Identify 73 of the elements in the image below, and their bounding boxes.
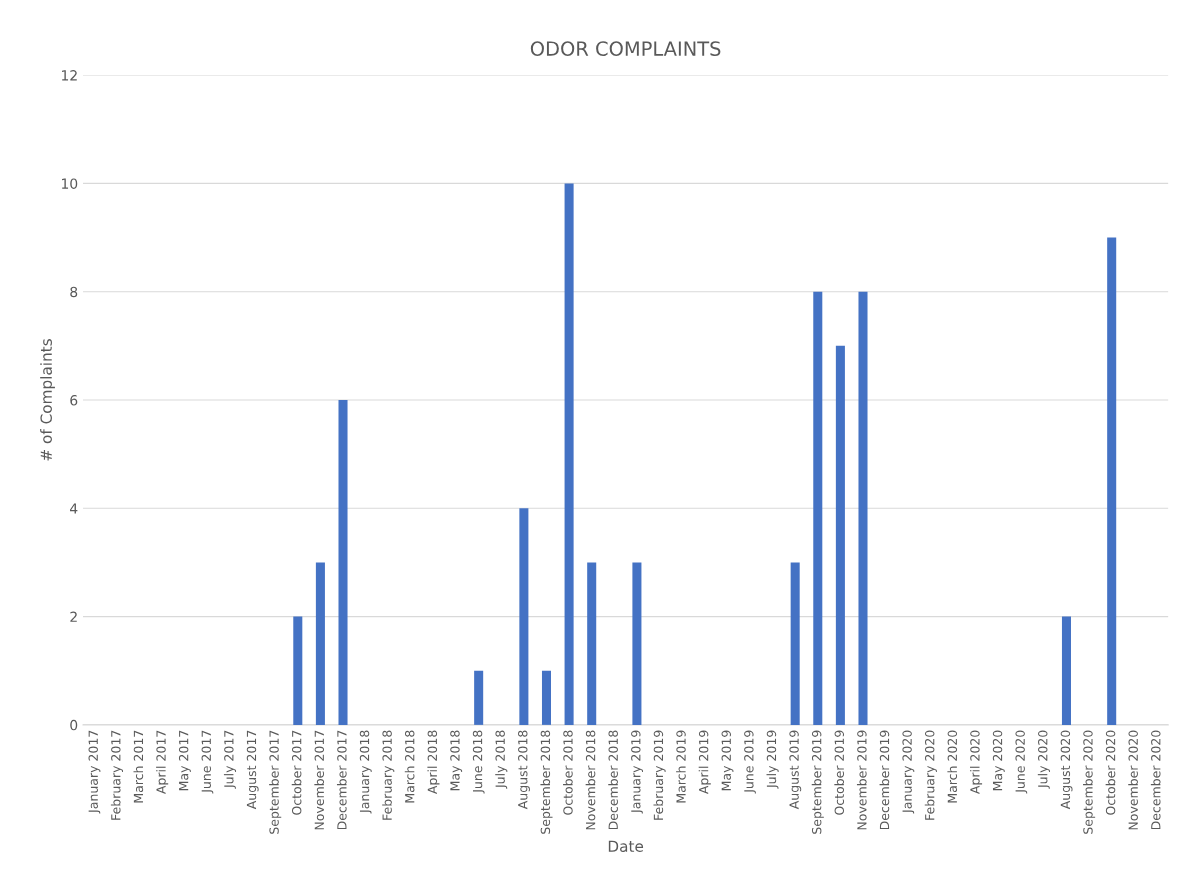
- y-tick-label: 2: [70, 611, 77, 622]
- bar: [519, 508, 529, 725]
- x-tick-label: May 2019: [721, 730, 734, 791]
- x-tick-label: February 2017: [110, 730, 123, 820]
- bar: [813, 291, 823, 725]
- x-tick-label: June 2017: [201, 730, 214, 794]
- y-tick-label: 10: [62, 178, 78, 189]
- x-tick-label: June 2018: [472, 730, 485, 794]
- x-tick-label: December 2017: [336, 730, 347, 830]
- x-tick-label: October 2019: [834, 730, 845, 815]
- x-tick-label: December 2018: [608, 730, 618, 830]
- y-tick-label: 6: [70, 394, 78, 406]
- bar: [1061, 616, 1071, 725]
- bar: [1107, 237, 1117, 725]
- x-tick-label: July 2017: [223, 730, 237, 789]
- x-tick-label: January 2017: [88, 730, 101, 814]
- x-tick-label: February 2020: [924, 730, 937, 820]
- x-tick-label: January 2018: [359, 730, 372, 814]
- bar: [474, 670, 484, 725]
- x-tick-label: January 2019: [631, 730, 643, 814]
- x-tick-label: April 2019: [698, 730, 711, 794]
- x-tick-label: September 2018: [540, 730, 553, 834]
- bar: [541, 670, 552, 725]
- bar: [835, 345, 845, 725]
- bar: [858, 291, 868, 725]
- x-tick-label: April 2017: [156, 730, 169, 794]
- bar: [790, 562, 800, 725]
- bar: [564, 183, 574, 725]
- y-tick-label: 0: [70, 719, 78, 731]
- y-tick-label: 4: [70, 503, 78, 514]
- x-tick-label: November 2019: [856, 730, 867, 830]
- y-tick-label: 8: [70, 286, 78, 298]
- x-tick-label: February 2019: [653, 730, 666, 820]
- x-tick-label: March 2020: [947, 730, 958, 803]
- x-tick-label: March 2017: [133, 730, 144, 803]
- y-axis-title: # of Complaints: [40, 339, 55, 461]
- x-tick-label: June 2020: [1015, 730, 1028, 794]
- bar: [587, 562, 597, 725]
- x-tick-label: July 2020: [1037, 730, 1050, 789]
- x-tick-label: September 2019: [811, 730, 824, 834]
- x-tick-label: August 2019: [789, 730, 802, 810]
- x-tick-label: August 2020: [1060, 730, 1073, 810]
- bar: [293, 616, 303, 725]
- bar: [315, 562, 325, 725]
- x-tick-label: December 2019: [879, 730, 890, 830]
- y-tick-label: 12: [62, 70, 77, 81]
- x-tick-label: June 2019: [744, 730, 756, 794]
- x-tick-label: March 2018: [404, 730, 415, 803]
- x-axis-title: Date: [608, 840, 644, 852]
- x-tick-label: September 2017: [269, 730, 282, 834]
- x-tick-label: March 2019: [676, 730, 686, 803]
- x-tick-label: May 2020: [992, 730, 1005, 791]
- x-tick-label: October 2020: [1105, 730, 1116, 815]
- x-tick-label: October 2017: [291, 730, 302, 815]
- x-tick-label: January 2020: [902, 730, 915, 814]
- x-tick-label: November 2017: [314, 730, 325, 830]
- x-tick-label: July 2018: [495, 730, 508, 789]
- x-tick-label: November 2020: [1128, 730, 1138, 830]
- bar: [632, 562, 642, 725]
- x-tick-label: December 2020: [1150, 730, 1161, 830]
- bar: [338, 400, 348, 725]
- x-tick-label: August 2017: [246, 730, 259, 810]
- x-tick-label: May 2017: [178, 730, 191, 791]
- x-tick-label: February 2018: [382, 730, 395, 820]
- x-tick-label: October 2018: [563, 730, 573, 815]
- x-tick-label: April 2018: [427, 730, 440, 794]
- chart-title: ODOR COMPLAINTS: [530, 41, 721, 56]
- x-tick-label: August 2018: [518, 730, 530, 810]
- x-tick-label: September 2020: [1083, 730, 1096, 834]
- x-tick-label: April 2020: [969, 730, 983, 794]
- x-tick-label: July 2019: [766, 730, 779, 789]
- x-tick-label: May 2018: [450, 730, 463, 791]
- x-tick-label: November 2018: [585, 730, 596, 830]
